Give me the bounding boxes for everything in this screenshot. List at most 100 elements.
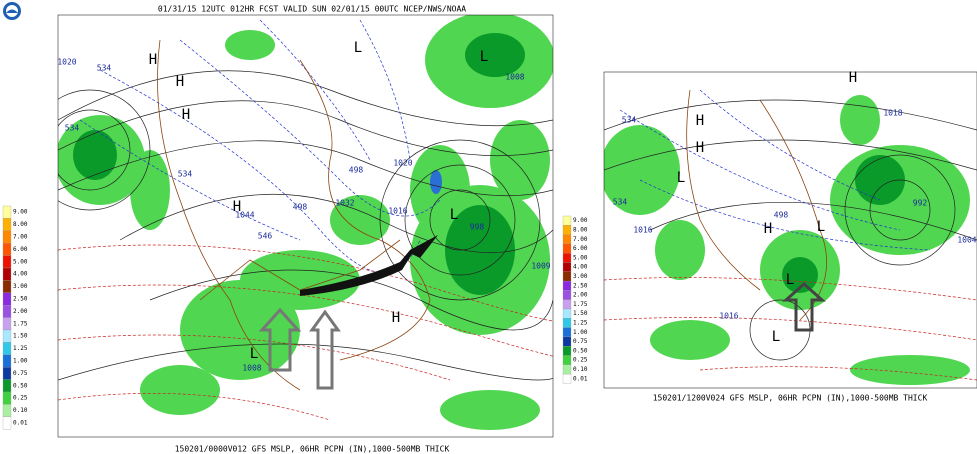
arrow-grey <box>258 307 302 372</box>
legend-swatch <box>562 280 572 291</box>
legend-swatch <box>2 305 12 318</box>
legend-label: 7.00 <box>13 234 28 241</box>
contour-label: 498 <box>349 166 364 175</box>
legend-label: 3.00 <box>573 273 588 280</box>
contour-label: 992 <box>913 199 928 208</box>
legend-label: 0.10 <box>573 366 588 373</box>
legend-label: 1.75 <box>573 301 588 308</box>
legend-label: 0.50 <box>573 347 588 354</box>
contour-label: 534 <box>178 170 193 179</box>
contour-label: 534 <box>65 124 80 133</box>
contour-label: 1008 <box>505 73 524 82</box>
legend-label: 0.25 <box>13 395 28 402</box>
pressure-center: L <box>786 272 794 288</box>
legend-swatch <box>562 308 572 319</box>
legend-label: 9.00 <box>573 217 588 224</box>
contour-label: 1008 <box>242 364 261 373</box>
legend-label: 6.00 <box>573 245 588 252</box>
legend-label: 7.00 <box>573 236 588 243</box>
legend-swatch <box>2 267 12 281</box>
legend-swatch <box>2 255 12 269</box>
contour-label: 998 <box>470 223 485 232</box>
pressure-center: L <box>450 207 458 223</box>
pressure-center: L <box>677 170 685 186</box>
legend-swatch <box>2 317 12 331</box>
legend-swatch <box>2 404 12 417</box>
contour-label: 1020 <box>57 58 76 67</box>
legend-swatch <box>562 373 572 384</box>
legend-swatch <box>2 391 12 405</box>
header-title: 01/31/15 12UTC 012HR FCST VALID SUN 02/0… <box>158 5 466 14</box>
legend-swatch <box>2 205 12 219</box>
legend-label: 1.50 <box>13 333 28 340</box>
pressure-center: L <box>772 329 780 345</box>
right-footer: 150201/1200V024 GFS MSLP, 06HR PCPN (IN)… <box>653 394 928 403</box>
arrow-dark <box>782 281 826 332</box>
legend-swatch <box>562 290 572 300</box>
right-map <box>604 72 977 388</box>
legend-label: 2.00 <box>13 308 28 315</box>
arrow-grey <box>309 309 341 390</box>
contour-label: 1016 <box>388 207 407 216</box>
legend-swatch <box>562 318 572 328</box>
legend-label: 0.10 <box>13 407 28 414</box>
contour-label: 546 <box>258 232 273 241</box>
contour-label: 534 <box>613 198 628 207</box>
legend-swatch <box>2 379 12 393</box>
legend-swatch <box>2 354 12 368</box>
legend-label: 0.01 <box>13 420 28 427</box>
legend-swatch <box>562 364 572 375</box>
legend-label: 1.25 <box>13 345 28 352</box>
legend-label: 4.00 <box>573 264 588 271</box>
legend-swatch <box>562 243 572 254</box>
legend-swatch <box>2 280 12 293</box>
legend-label: 0.50 <box>13 382 28 389</box>
legend-label: 8.00 <box>573 226 588 233</box>
legend-swatch <box>2 292 12 306</box>
contour-label: 498 <box>774 211 789 220</box>
legend-swatch <box>562 262 572 272</box>
legend-label: 1.00 <box>573 329 588 336</box>
legend-label: 6.00 <box>13 246 28 253</box>
pressure-center: L <box>250 346 258 362</box>
legend-label: 0.01 <box>573 375 588 382</box>
legend-swatch <box>562 299 572 310</box>
contour-label: 1016 <box>633 226 652 235</box>
pressure-center: H <box>149 52 157 68</box>
legend-swatch <box>2 416 12 430</box>
contour-label: 498 <box>293 203 308 212</box>
legend-swatch <box>2 243 12 256</box>
contour-label: 534 <box>97 64 112 73</box>
legend-label: 2.00 <box>573 292 588 299</box>
contour-label: 1004 <box>957 236 976 245</box>
contour-label: 1009 <box>531 262 550 271</box>
arrow-black <box>300 235 438 296</box>
pressure-center: H <box>176 74 184 90</box>
pressure-center: H <box>849 70 857 86</box>
legend-label: 2.50 <box>573 282 588 289</box>
pressure-center: L <box>480 49 488 65</box>
contour-label: 1044 <box>235 211 254 220</box>
contour-label: 1016 <box>719 312 738 321</box>
pressure-center: H <box>696 140 704 156</box>
legend-swatch <box>2 367 12 380</box>
pressure-center: H <box>696 113 704 129</box>
legend-swatch <box>562 215 572 226</box>
pressure-center: H <box>182 107 190 123</box>
legend-swatch <box>2 230 12 244</box>
noaa-logo <box>3 2 21 20</box>
contour-label: 534 <box>622 116 637 125</box>
legend-label: 8.00 <box>13 221 28 228</box>
legend-label: 0.25 <box>573 357 588 364</box>
pressure-center: H <box>764 221 772 237</box>
legend-swatch <box>562 336 572 347</box>
pressure-center: L <box>817 219 825 235</box>
contour-label: 1032 <box>335 199 354 208</box>
legend-swatch <box>562 355 572 365</box>
legend-label: 3.00 <box>13 283 28 290</box>
pressure-center: L <box>354 40 362 56</box>
legend-label: 9.00 <box>13 209 28 216</box>
legend-label: 0.75 <box>573 338 588 345</box>
